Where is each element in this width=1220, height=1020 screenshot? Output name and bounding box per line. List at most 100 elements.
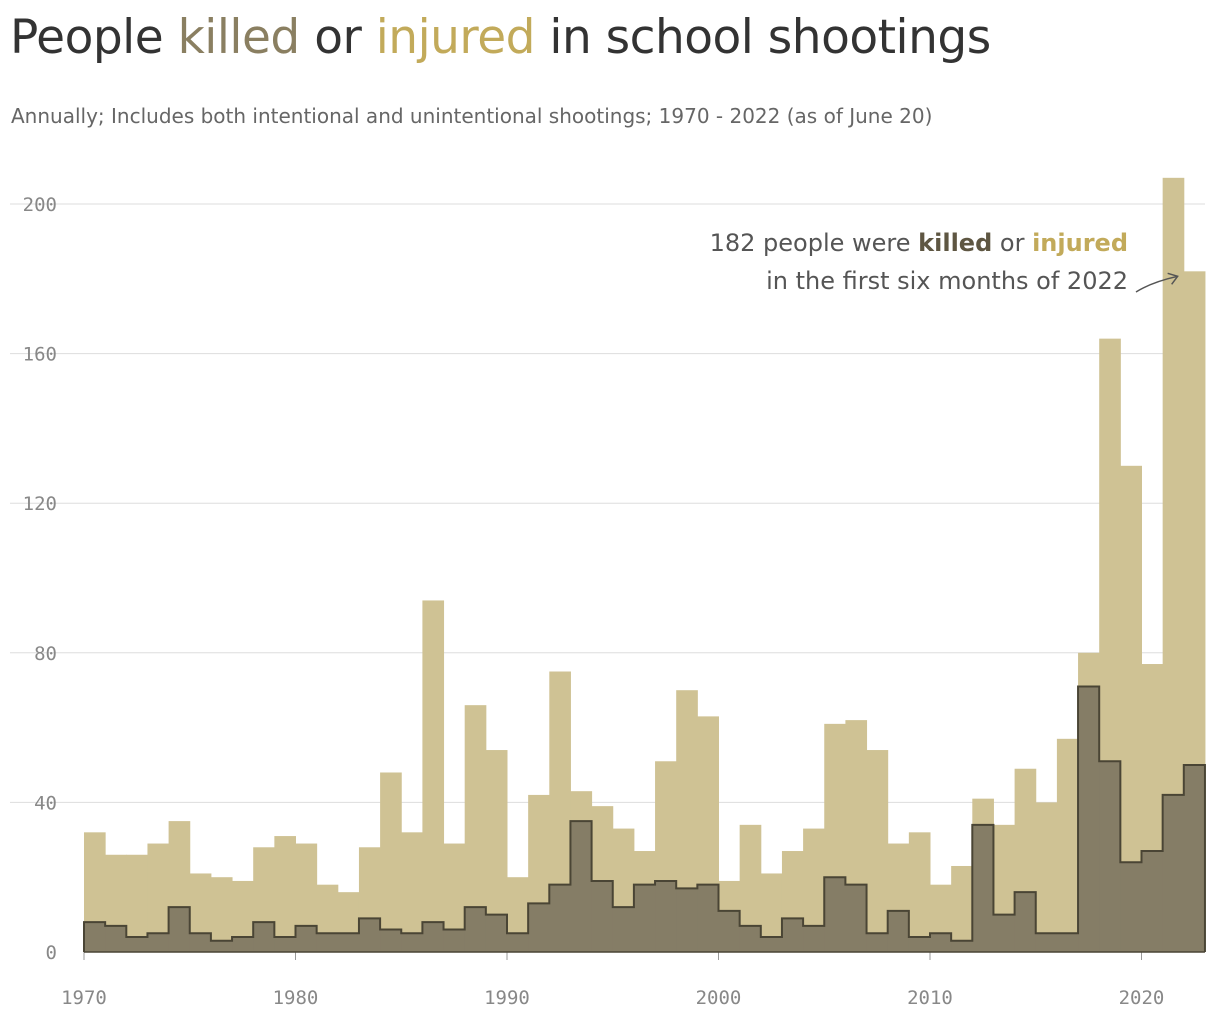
bar-killed [951, 940, 973, 952]
bar-killed [655, 880, 677, 952]
killed-step-outline [83, 685, 1206, 952]
x-tick-label: 2020 [1119, 987, 1165, 1009]
bar-killed [528, 903, 550, 952]
bar-killed-or-injured [803, 828, 825, 952]
bar-killed [1162, 794, 1185, 952]
bar-killed [1141, 851, 1164, 952]
y-axis-ticks: 0 40 80 120 160 200 [23, 194, 57, 964]
bar-killed [676, 888, 698, 952]
bar-killed [232, 937, 254, 952]
bar-killed [866, 933, 889, 952]
bar-killed [570, 821, 593, 952]
y-tick-label: 120 [23, 493, 57, 515]
title-mid: or [299, 10, 376, 65]
bar-killed [633, 884, 656, 952]
bar-killed-or-injured [951, 865, 973, 952]
bar-killed-or-injured [485, 750, 508, 952]
bar-killed [105, 925, 127, 952]
x-tick-label: 1990 [484, 987, 530, 1009]
annotation: 182 people were killed or injured in the… [710, 229, 1128, 295]
bar-killed-or-injured [422, 600, 445, 952]
bar-killed [887, 910, 910, 952]
title-pre: People [10, 10, 178, 65]
bar-killed-or-injured [401, 832, 423, 952]
grid-lines [10, 203, 1205, 803]
bar-killed [485, 914, 508, 952]
bar-killed-or-injured [866, 750, 889, 952]
bar-killed [189, 933, 212, 952]
bar-killed-or-injured [676, 690, 698, 952]
bar-killed [380, 929, 402, 952]
bar-killed-or-injured [1162, 177, 1185, 952]
bar-killed-or-injured [147, 843, 170, 952]
annotation-injured-word: injured [1032, 229, 1128, 257]
bar-killed [781, 918, 804, 952]
bar-killed [443, 929, 466, 952]
bar-killed [591, 880, 614, 952]
bar-killed [760, 937, 783, 952]
bar-killed-or-injured [380, 772, 402, 952]
bar-killed [295, 925, 318, 952]
annotation-arrow [1135, 272, 1179, 293]
bar-killed [401, 933, 423, 952]
bar-killed [507, 933, 529, 952]
bar-killed [337, 933, 360, 952]
bar-killed-or-injured [126, 854, 148, 952]
bar-killed [126, 937, 148, 952]
chart-title: People killed or injured in school shoot… [10, 10, 991, 65]
bar-killed-or-injured [739, 824, 762, 952]
bar-killed [253, 922, 275, 952]
series-killed [84, 686, 1206, 952]
annotation-mid: or [992, 229, 1033, 257]
bar-killed-or-injured [232, 880, 254, 952]
title-injured-word: injured [375, 10, 536, 65]
bar-killed [1014, 892, 1037, 952]
bar-killed [612, 907, 635, 952]
annotation-line-1: 182 people were killed or injured [710, 229, 1128, 257]
bar-killed [718, 910, 741, 952]
bar-killed [803, 925, 825, 952]
bar-killed [1056, 933, 1079, 952]
bar-killed [824, 877, 846, 952]
bar-killed [1120, 862, 1142, 952]
bar-killed [358, 918, 381, 952]
annotation-killed-word: killed [918, 229, 993, 257]
bar-killed-or-injured [464, 705, 487, 952]
bar-killed-or-injured [760, 873, 783, 952]
bar-killed [316, 933, 339, 952]
x-tick-label: 1980 [273, 987, 319, 1009]
x-axis-ticks: 1970 1980 1990 2000 2010 2020 [61, 952, 1164, 1009]
chart-subtitle: Annually; Includes both intentional and … [11, 104, 933, 128]
bar-killed-or-injured [1056, 738, 1079, 952]
bar-killed-or-injured [1035, 802, 1058, 952]
bar-killed [930, 933, 952, 952]
bar-killed-or-injured [210, 877, 233, 952]
title-post: in school shootings [534, 10, 991, 65]
bar-killed-or-injured [274, 836, 296, 952]
bar-killed-or-injured [1120, 465, 1142, 952]
y-tick-label: 40 [34, 792, 57, 814]
bar-killed [464, 907, 487, 952]
bar-killed [274, 937, 296, 952]
x-tick-label: 1970 [61, 987, 107, 1009]
bar-killed [1183, 765, 1206, 952]
annotation-line-2: in the first six months of 2022 [766, 267, 1128, 295]
bar-killed [1078, 686, 1100, 952]
y-tick-label: 0 [46, 942, 57, 964]
bar-killed [1099, 761, 1121, 952]
x-tick-label: 2000 [696, 987, 742, 1009]
x-tick-label: 2010 [907, 987, 953, 1009]
bar-killed [147, 933, 170, 952]
title-killed-word: killed [177, 10, 301, 65]
bar-killed-or-injured [908, 832, 931, 952]
bar-killed [697, 884, 719, 952]
bar-killed-or-injured [549, 671, 571, 952]
y-tick-label: 80 [34, 643, 57, 665]
y-tick-label: 200 [23, 194, 57, 216]
bar-killed [972, 824, 994, 952]
bar-killed [549, 884, 571, 952]
bar-killed [1035, 933, 1058, 952]
bar-killed [210, 940, 233, 952]
bar-killed [845, 884, 868, 952]
bar-killed [84, 922, 106, 952]
